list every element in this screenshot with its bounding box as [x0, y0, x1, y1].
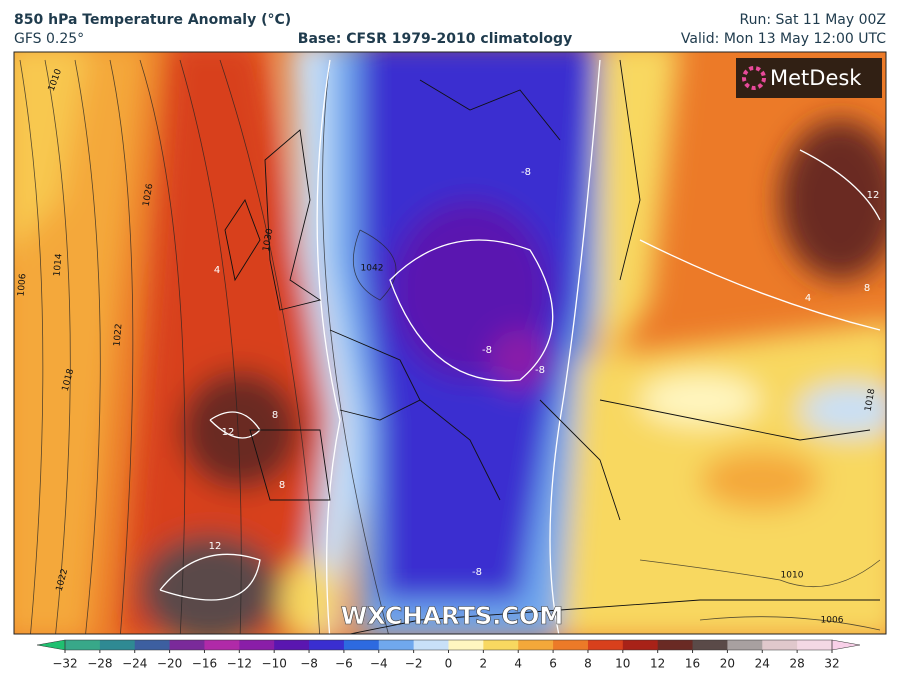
color-segment	[343, 640, 380, 650]
colorbar-tick-label: 24	[755, 657, 770, 671]
color-segment	[553, 640, 589, 650]
map-label: 1042	[361, 264, 384, 274]
valid: Valid: Mon 13 May 12:00 UTC	[681, 31, 886, 47]
colorbar-tick-label: −28	[87, 657, 112, 671]
color-segment	[204, 640, 240, 650]
map-label: 1018	[864, 388, 878, 413]
colorbar-tick-label: −24	[122, 657, 147, 671]
map-label: 1030	[262, 228, 276, 253]
color-segment	[239, 640, 275, 650]
map-frame	[13, 51, 887, 635]
colorbar-end	[831, 639, 861, 651]
color-segment	[134, 640, 171, 650]
colorbar-tick-label: 28	[789, 657, 804, 671]
color-segment	[65, 640, 101, 650]
color-segment	[99, 640, 136, 650]
map-label: -8	[472, 567, 482, 578]
colorbar-tick-label: −2	[405, 657, 423, 671]
map-label: 1014	[53, 253, 65, 277]
color-segment	[169, 640, 205, 650]
map-label: 1006	[821, 616, 844, 626]
colorbar-tick-label: −6	[335, 657, 353, 671]
colorbar-tick-label: 32	[824, 657, 839, 671]
colorbar-tick-label: 16	[685, 657, 700, 671]
map-label: 12	[867, 190, 880, 201]
colorbar-tick-label: −16	[192, 657, 217, 671]
colorbar-tick-label: 20	[720, 657, 735, 671]
colorbar-tick-label: 10	[615, 657, 630, 671]
color-segment	[587, 640, 624, 650]
colorbar-tick-label: −8	[300, 657, 318, 671]
colorbar: −32 −28 −24 −20 −16 −12 −10 −8 −6 −4 −2 0 2 4 6 8 10 12 16…	[36, 639, 861, 671]
color-segment	[274, 640, 310, 650]
colorbar-tick-label: −32	[52, 657, 77, 671]
logo: MetDesk	[770, 66, 862, 90]
colorbar-tick-label: 4	[514, 657, 522, 671]
colorbar-tick-label: 2	[480, 657, 488, 671]
map-label: 12	[222, 427, 235, 438]
map-label: 12	[209, 541, 222, 552]
map-label: 1010	[781, 571, 804, 581]
colorbar-tick-label: 6	[549, 657, 557, 671]
map-label: 8	[279, 480, 285, 491]
logo-icon	[742, 66, 766, 90]
color-segment	[483, 640, 519, 650]
map-label: 1022	[113, 323, 125, 347]
color-segment	[448, 640, 484, 650]
map-label: 4	[214, 265, 220, 276]
map-label: 8	[272, 410, 278, 421]
map-label: 8	[864, 283, 870, 294]
color-segment	[413, 640, 449, 650]
color-segment	[727, 640, 763, 650]
color-segment	[622, 640, 659, 650]
run: Run: Sat 11 May 00Z	[740, 12, 886, 28]
model: GFS 0.25°	[14, 31, 84, 47]
colorbar-tick-label: 12	[650, 657, 665, 671]
colorbar-end	[36, 639, 66, 651]
color-segment	[378, 640, 415, 650]
color-segment	[762, 640, 798, 650]
map-label: 4	[805, 293, 811, 304]
colorbar-tick-label: −10	[262, 657, 287, 671]
color-segment	[797, 640, 833, 650]
map-label: 1026	[142, 183, 156, 208]
colorbar-tick-label: −12	[227, 657, 252, 671]
title: 850 hPa Temperature Anomaly (°C)	[14, 12, 291, 28]
colorbar-tick-label: −4	[370, 657, 388, 671]
colorbar-tick-label: 0	[445, 657, 453, 671]
colorbar-tick-label: −20	[157, 657, 182, 671]
base: Base: CFSR 1979-2010 climatology	[298, 31, 572, 47]
colorbar-tick-label: 8	[584, 657, 592, 671]
map-label: -8	[521, 167, 531, 178]
color-segment	[657, 640, 694, 650]
watermark: WXCHARTS.COM	[341, 602, 563, 630]
color-segment	[692, 640, 728, 650]
color-segment	[518, 640, 554, 650]
map-label: -8	[535, 365, 545, 376]
map-label: 1006	[17, 273, 29, 297]
logo-box	[736, 58, 882, 98]
map-label: -8	[482, 345, 492, 356]
color-segment	[309, 640, 345, 650]
